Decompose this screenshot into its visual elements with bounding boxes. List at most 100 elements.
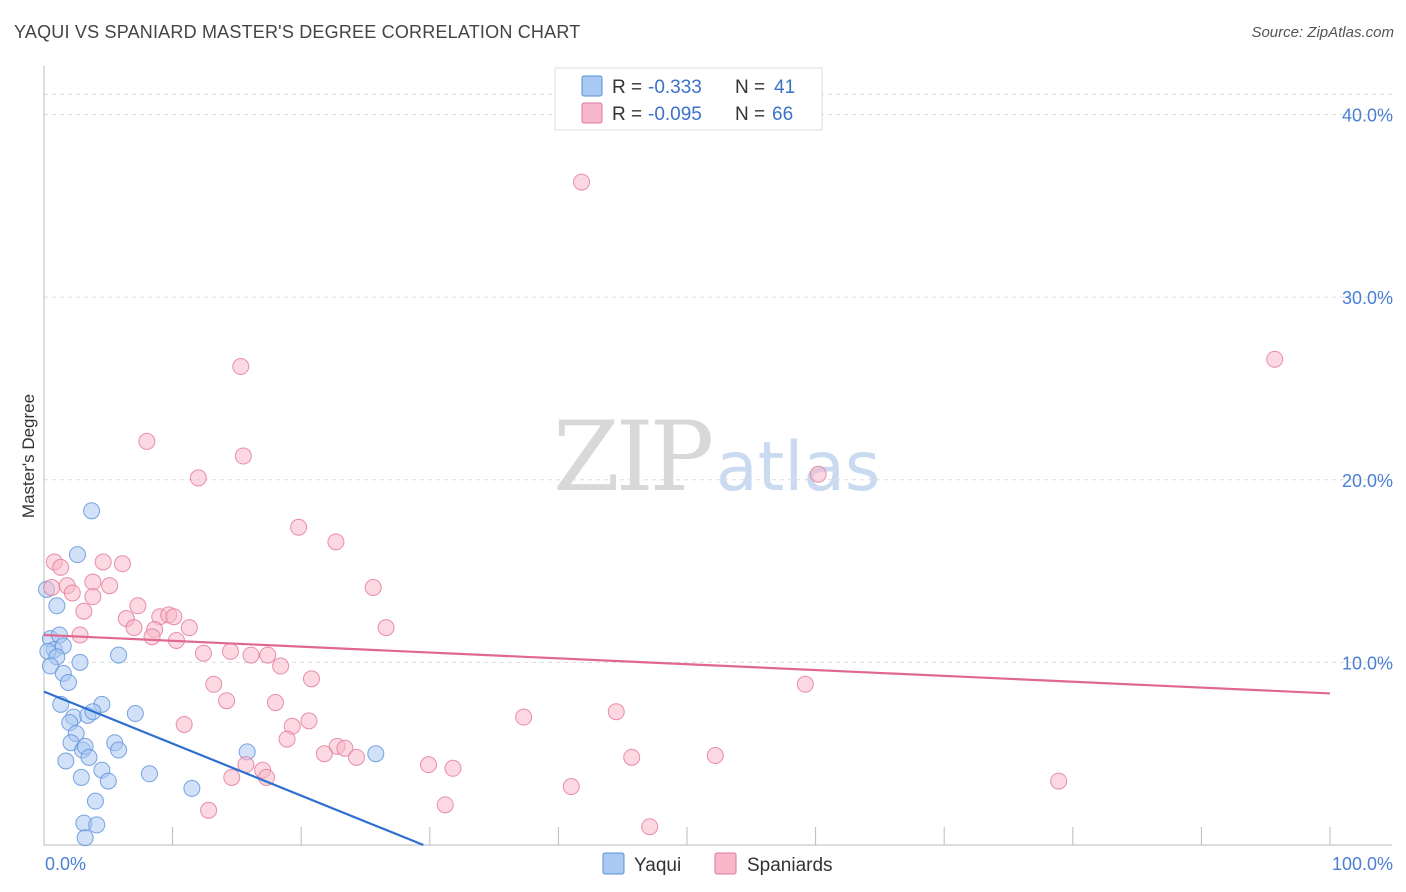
data-point-yaqui (367, 745, 385, 763)
bottom-legend-label-yaqui: Yaqui (634, 855, 681, 876)
y-tick-labels: 10.0% 20.0% 30.0% 40.0% (1342, 106, 1393, 674)
data-point-spaniards (84, 573, 102, 591)
y-tick-label: 20.0% (1342, 471, 1393, 491)
bottom-legend-swatch-spaniards (714, 852, 737, 875)
axes (43, 66, 1392, 846)
data-point-spaniards (63, 584, 81, 602)
data-point-yaqui (59, 673, 77, 691)
data-point-yaqui (48, 597, 66, 615)
bottom-legend-label-spaniards: Spaniards (747, 855, 833, 876)
legend-n-label-spaniards: N = (735, 104, 765, 125)
legend-r-label-spaniards: R = (612, 104, 642, 125)
watermark-atlas: atlas (716, 428, 880, 507)
data-point-spaniards (377, 619, 395, 637)
data-point-spaniards (641, 818, 659, 836)
x-tick-label: 0.0% (45, 854, 86, 874)
data-point-spaniards (234, 447, 252, 465)
data-point-spaniards (266, 694, 284, 712)
data-point-yaqui (57, 752, 75, 770)
data-point-spaniards (52, 558, 70, 576)
data-point-spaniards (138, 432, 156, 450)
data-point-yaqui (68, 546, 86, 564)
x-tick-labels: 0.0% 100.0% (45, 854, 1393, 874)
bottom-legend-swatch-yaqui (602, 852, 625, 875)
data-point-spaniards (43, 579, 61, 597)
legend-n-value-yaqui: 41 (774, 77, 795, 98)
chart-title: YAQUI VS SPANIARD MASTER'S DEGREE CORREL… (14, 22, 581, 42)
data-point-spaniards (364, 579, 382, 597)
data-point-spaniards (101, 577, 119, 595)
data-point-spaniards (515, 708, 533, 726)
watermark-zip: ZIP (553, 401, 712, 513)
data-point-spaniards (125, 619, 143, 637)
legend-n-value-spaniards: 66 (772, 104, 793, 125)
y-tick-label: 40.0% (1342, 106, 1393, 126)
data-point-spaniards (278, 730, 296, 748)
data-point-spaniards (200, 801, 218, 819)
data-point-spaniards (129, 597, 147, 615)
data-point-spaniards (562, 778, 580, 796)
data-point-yaqui (86, 792, 104, 810)
data-point-spaniards (336, 739, 354, 757)
data-point-spaniards (259, 646, 277, 664)
data-point-spaniards (706, 747, 724, 765)
y-tick-label: 10.0% (1342, 653, 1393, 673)
data-point-spaniards (180, 619, 198, 637)
spaniards-points (43, 173, 1284, 836)
yaqui-points (38, 502, 385, 847)
data-point-spaniards (1266, 350, 1284, 368)
data-point-spaniards (221, 642, 239, 660)
data-point-yaqui (76, 829, 94, 847)
data-point-spaniards (290, 518, 308, 536)
x-tick-label: 100.0% (1332, 854, 1393, 874)
trend-lines (43, 633, 1331, 847)
data-point-spaniards (1050, 772, 1068, 790)
data-point-spaniards (272, 657, 290, 675)
data-point-yaqui (99, 772, 117, 790)
data-point-yaqui (110, 646, 128, 664)
data-point-yaqui (72, 768, 90, 786)
data-point-yaqui (126, 705, 144, 723)
legend-r-label-yaqui: R = (612, 77, 642, 98)
data-point-spaniards (420, 756, 438, 774)
data-point-spaniards (194, 644, 212, 662)
data-point-spaniards (205, 675, 223, 693)
data-point-yaqui (140, 765, 158, 783)
data-point-spaniards (165, 608, 183, 626)
data-point-spaniards (327, 533, 345, 551)
data-point-yaqui (71, 653, 89, 671)
data-point-spaniards (94, 553, 112, 571)
data-point-spaniards (436, 796, 454, 814)
legend-swatch-yaqui (581, 75, 603, 97)
legend-n-label-yaqui: N = (735, 77, 765, 98)
y-axis-label: Master's Degree (19, 394, 38, 518)
legend-box: R = -0.333 N = 41 R = -0.095 N = 66 (554, 67, 823, 131)
legend-swatch-spaniards (581, 102, 603, 124)
data-point-spaniards (444, 759, 462, 777)
data-point-spaniards (223, 768, 241, 786)
data-point-spaniards (347, 748, 365, 766)
data-point-yaqui (80, 748, 98, 766)
data-point-spaniards (573, 173, 591, 191)
data-point-spaniards (143, 628, 161, 646)
data-point-yaqui (110, 741, 128, 759)
data-point-yaqui (88, 816, 106, 834)
data-point-spaniards (242, 646, 260, 664)
data-point-spaniards (809, 465, 827, 483)
data-point-spaniards (607, 703, 625, 721)
data-point-spaniards (232, 358, 250, 376)
data-point-spaniards (300, 712, 318, 730)
source-label: Source: ZipAtlas.com (1251, 24, 1394, 41)
data-point-yaqui (183, 779, 201, 797)
gridlines (44, 93, 1392, 663)
data-point-yaqui (41, 657, 59, 675)
data-point-spaniards (75, 602, 93, 620)
legend-r-value-spaniards: -0.095 (648, 104, 702, 125)
legend-r-value-yaqui: -0.333 (648, 77, 702, 98)
data-point-spaniards (315, 745, 333, 763)
data-point-spaniards (71, 626, 89, 644)
y-tick-label: 30.0% (1342, 288, 1393, 308)
trend-line-yaqui (43, 690, 424, 847)
data-point-spaniards (175, 715, 193, 733)
